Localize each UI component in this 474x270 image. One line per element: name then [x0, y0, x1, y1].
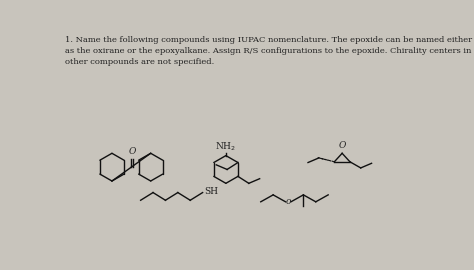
Text: 1. Name the following compounds using IUPAC nomenclature. The epoxide can be nam: 1. Name the following compounds using IU…	[64, 36, 472, 66]
Text: NH$_2$: NH$_2$	[215, 140, 237, 153]
Text: o: o	[285, 197, 291, 206]
Text: SH: SH	[204, 187, 218, 196]
Text: O: O	[128, 147, 136, 156]
Text: O: O	[338, 141, 346, 150]
